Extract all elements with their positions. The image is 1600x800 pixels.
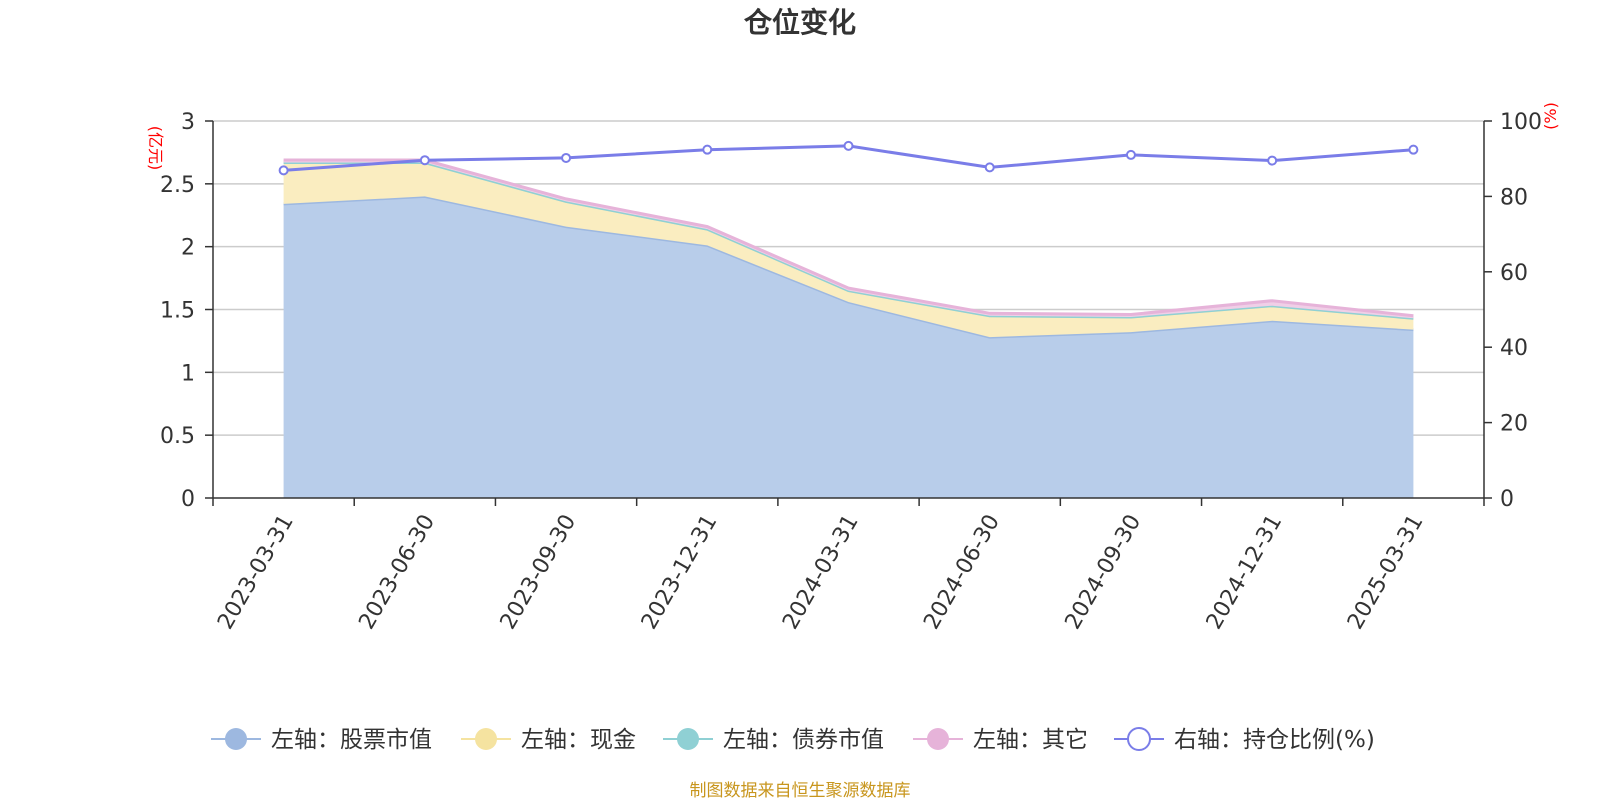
ratio-point	[419, 155, 430, 166]
legend-marker	[475, 728, 497, 750]
area-0	[283, 196, 1414, 498]
x-axis-tick-label: 2023-06-30	[354, 511, 440, 634]
x-axis-tick-label: 2024-06-30	[919, 510, 1005, 633]
ratio-point	[984, 162, 995, 173]
ratio-point	[1408, 144, 1419, 155]
legend-marker	[927, 728, 949, 750]
x-axis-tick-label: 2025-03-31	[1343, 511, 1429, 634]
x-axis-tick-label: 2023-09-30	[496, 511, 582, 634]
legend-marker	[677, 728, 699, 750]
legend-item: 左轴：现金	[461, 727, 636, 753]
right-axis-tick-label: 40	[1500, 336, 1528, 361]
ratio-line-series	[278, 140, 1419, 176]
legend-item: 左轴：其它	[913, 727, 1088, 753]
left-axis-tick-label: 1	[181, 361, 195, 386]
right-axis-unit: (%)	[1541, 102, 1560, 130]
source-note: 制图数据来自恒生聚源数据库	[690, 781, 911, 800]
area-line-3	[283, 158, 1414, 318]
legend-label: 左轴：其它	[973, 727, 1088, 753]
legend-item: 右轴：持仓比例(%)	[1114, 727, 1375, 753]
legend-label: 右轴：持仓比例(%)	[1174, 727, 1375, 753]
x-axis-tick-label: 2023-12-31	[637, 511, 723, 634]
legend-marker	[225, 728, 247, 750]
legend-label: 左轴：现金	[521, 727, 636, 753]
right-axis-tick-label: 20	[1500, 412, 1528, 437]
legend: 左轴：股票市值 左轴：现金 左轴：债券市值 左轴：其它 右轴：持仓比例(%)	[211, 727, 1375, 753]
left-axis-tick-label: 0	[181, 487, 195, 512]
right-axis-tick-label: 100	[1500, 110, 1542, 135]
area-1	[283, 162, 1414, 338]
left-axis-tick-label: 2	[181, 236, 195, 261]
right-axis-tick-label: 80	[1500, 185, 1528, 210]
left-axis-tick-label: 0.5	[160, 424, 195, 449]
legend-label: 左轴：股票市值	[271, 727, 432, 753]
x-axis-tick-label: 2024-12-31	[1202, 511, 1288, 634]
chart-title: 仓位变化	[744, 6, 856, 39]
right-axis-tick-label: 0	[1500, 487, 1514, 512]
left-axis-tick-label: 3	[181, 110, 195, 135]
x-axis-tick-label: 2024-09-30	[1061, 511, 1147, 634]
legend-marker-hollow	[1127, 727, 1151, 751]
ratio-point	[1125, 149, 1136, 160]
ratio-point	[843, 140, 854, 151]
ratio-point	[702, 144, 713, 155]
left-axis-unit: (亿元)	[146, 126, 165, 171]
ratio-point	[1267, 155, 1278, 166]
x-axis-tick-label: 2023-03-31	[213, 511, 299, 634]
ratio-point	[561, 152, 572, 163]
left-axis-tick-label: 2.5	[160, 173, 195, 198]
right-axis-tick-label: 60	[1500, 261, 1528, 286]
area-series	[283, 158, 1414, 498]
legend-item: 左轴：股票市值	[211, 727, 432, 753]
legend-item: 左轴：债券市值	[663, 727, 884, 753]
ratio-point	[278, 165, 289, 176]
x-axis-tick-label: 2024-03-31	[778, 511, 864, 634]
legend-label: 左轴：债券市值	[723, 727, 884, 753]
left-axis-tick-label: 1.5	[160, 299, 195, 324]
